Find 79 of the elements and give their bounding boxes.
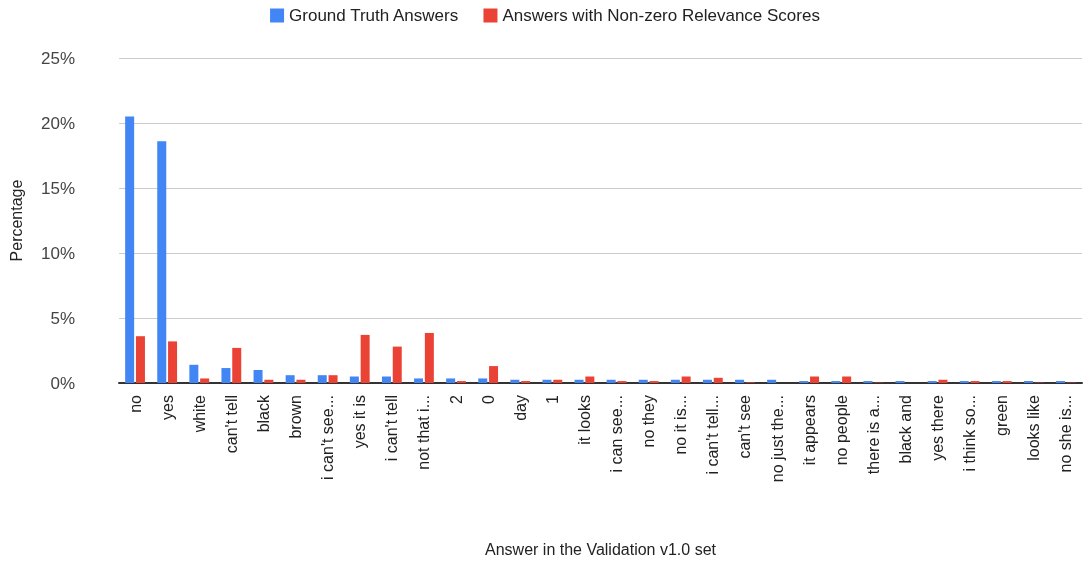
x-tick-label: brown: [287, 395, 305, 439]
bar: [285, 375, 295, 383]
x-tick-label: no it is...: [672, 395, 690, 455]
bar: [125, 116, 135, 383]
x-tick-label: no they: [640, 395, 658, 448]
bar: [200, 378, 210, 383]
x-tick-label: no she is...: [1057, 395, 1075, 473]
bar: [446, 378, 456, 383]
bar: [360, 334, 370, 383]
x-tick-label: i can't tell: [383, 395, 401, 462]
y-tick-label: 10%: [40, 243, 75, 263]
x-tick-label: yes it is: [351, 395, 369, 449]
bar: [392, 346, 402, 383]
y-tick-label: 25%: [40, 48, 75, 68]
x-tick-label: 0: [479, 394, 497, 404]
x-tick-label: can't see: [736, 394, 754, 459]
x-tick-label: it looks: [575, 395, 593, 445]
x-tick-label: yes there: [929, 394, 947, 461]
bar: [810, 376, 820, 383]
bar: [702, 379, 712, 383]
bar: [424, 332, 434, 383]
bar: [585, 376, 595, 383]
bar: [253, 370, 263, 383]
legend-label: Answers with Non-zero Relevance Scores: [502, 6, 820, 25]
bar: [349, 376, 359, 383]
x-tick-label: i can't see...: [319, 395, 337, 480]
y-tick-label: 15%: [40, 178, 75, 198]
x-tick-label: 1: [543, 394, 561, 404]
bar: [574, 379, 584, 383]
x-tick-label: white: [190, 394, 208, 434]
x-tick-label: yes: [158, 395, 176, 420]
bar: [767, 379, 777, 383]
bar: [842, 376, 852, 383]
x-tick-label: not that i...: [415, 395, 433, 470]
x-tick-label: 2: [447, 394, 465, 404]
x-tick-label: i can see...: [608, 395, 626, 473]
bar: [381, 376, 391, 383]
y-tick-label: 5%: [50, 308, 75, 328]
bar: [638, 379, 648, 383]
bar: [606, 379, 616, 383]
x-axis-title: Answer in the Validation v1.0 set: [485, 540, 717, 558]
bar: [168, 341, 178, 383]
bar: [317, 375, 327, 383]
bar: [232, 347, 242, 383]
x-tick-label: green: [993, 395, 1011, 436]
x-tick-label: i think so...: [961, 395, 979, 472]
bar: [264, 379, 274, 383]
bar: [510, 379, 520, 383]
bar: [735, 379, 745, 383]
x-tick-label: black: [254, 394, 272, 433]
x-tick-label: no just the...: [768, 395, 786, 483]
x-tick-label: no people: [832, 394, 850, 466]
x-tick-label: can't tell: [222, 395, 240, 454]
bar: [670, 379, 680, 383]
bar: [489, 366, 499, 383]
bar: [135, 336, 145, 383]
x-tick-label: it appears: [800, 395, 818, 466]
x-tick-label: no: [126, 394, 144, 413]
x-tick-label: black and: [896, 395, 914, 464]
x-tick-label: day: [511, 395, 529, 421]
y-tick-label: 0%: [50, 373, 75, 393]
legend-label: Ground Truth Answers: [289, 6, 459, 25]
bar: [713, 377, 723, 383]
bar: [189, 364, 199, 383]
bar: [296, 379, 306, 383]
bar: [681, 376, 691, 383]
x-tick-label: looks like: [1025, 394, 1043, 461]
y-axis-title: Percentage: [7, 179, 25, 262]
bar: [221, 368, 231, 383]
bar: [328, 375, 338, 383]
bar: [542, 379, 552, 383]
bar: [414, 378, 424, 383]
bar: [553, 379, 563, 383]
x-tick-label: i can't tell...: [704, 395, 722, 475]
x-tick-label: there is a...: [864, 395, 882, 475]
bar: [938, 379, 948, 383]
bar: [157, 141, 167, 383]
bar: [478, 378, 488, 383]
y-tick-label: 20%: [40, 113, 75, 133]
